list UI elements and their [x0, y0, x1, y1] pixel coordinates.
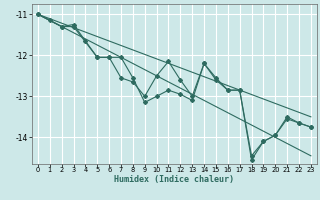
- X-axis label: Humidex (Indice chaleur): Humidex (Indice chaleur): [115, 175, 234, 184]
